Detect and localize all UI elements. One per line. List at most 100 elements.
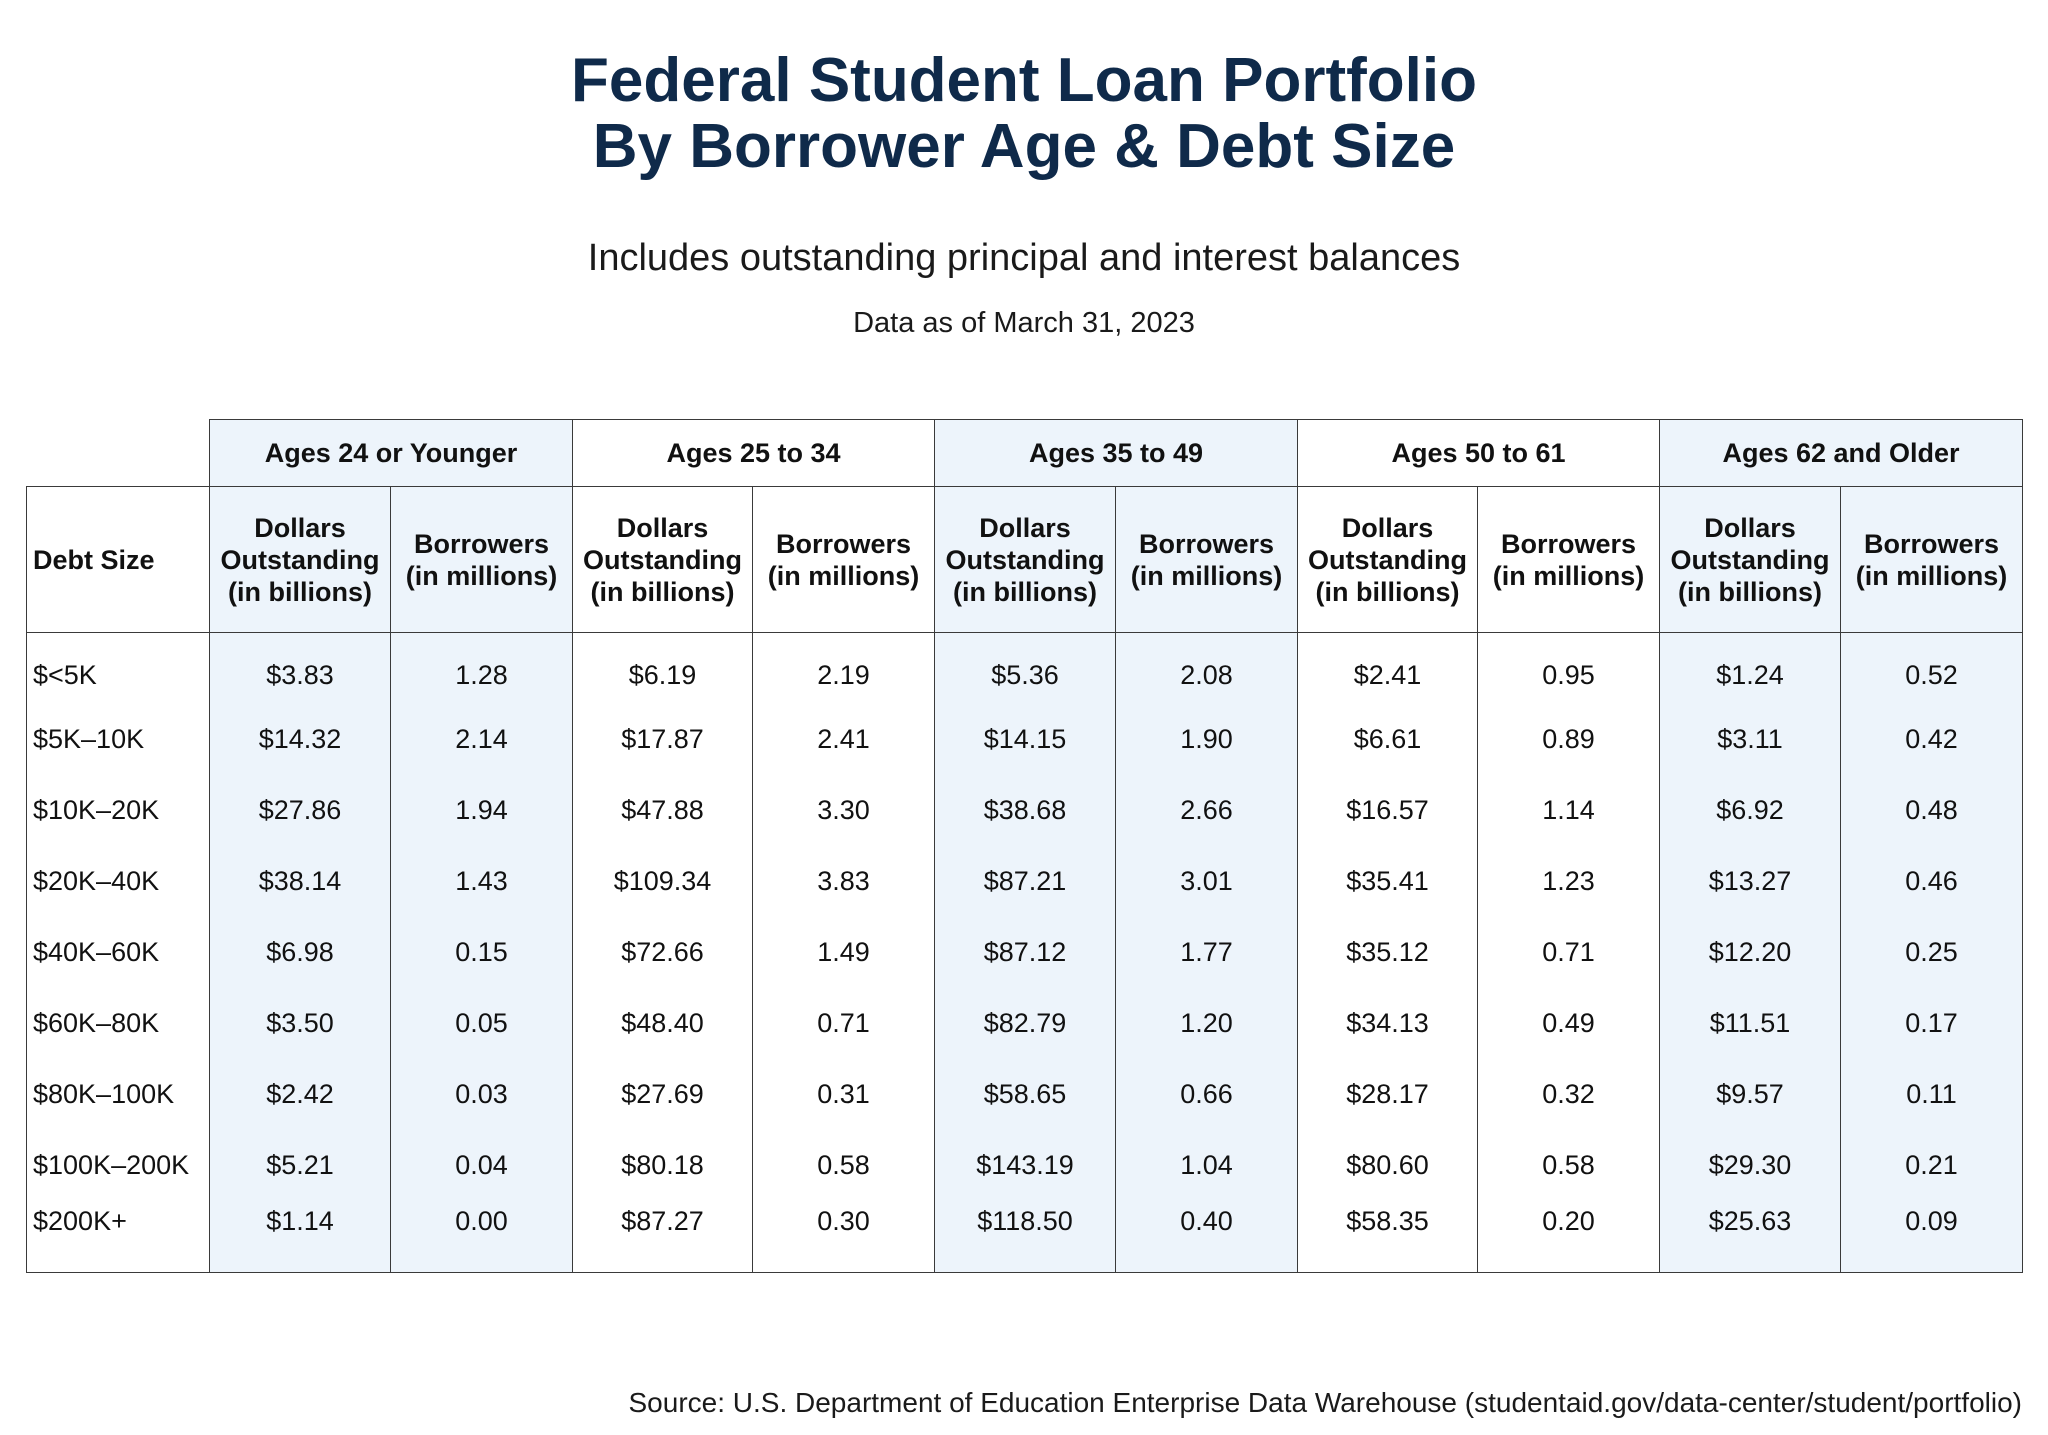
borrowers-cell: 0.48 (1840, 775, 2023, 846)
dollars-cell: $9.57 (1659, 1059, 1841, 1130)
borrowers-header: Borrowers (in millions) (1477, 486, 1660, 633)
borrowers-header: Borrowers (in millions) (390, 486, 573, 633)
dollars-cell: $3.50 (209, 988, 391, 1059)
dollars-cell: $2.42 (209, 1059, 391, 1130)
dollars-cell: $109.34 (572, 846, 753, 917)
dollars-header: Dollars Outstanding (in billions) (934, 486, 1116, 633)
dollars-cell: $11.51 (1659, 988, 1841, 1059)
dollars-cell: $6.19 (572, 632, 753, 704)
dollars-cell: $29.30 (1659, 1130, 1841, 1201)
age-group-header-row: Ages 24 or Younger Ages 25 to 34 Ages 35… (26, 419, 2023, 487)
dollars-cell: $87.27 (572, 1201, 753, 1273)
debt-size-cell: $<5K (26, 632, 210, 704)
borrowers-cell: 0.15 (390, 917, 573, 988)
borrowers-cell: 1.14 (1477, 775, 1660, 846)
table-body: $<5K $3.83 1.28 $6.19 2.19 $5.36 2.08 $2.41 0.95… (26, 632, 2023, 1273)
dollars-cell: $34.13 (1297, 988, 1478, 1059)
borrowers-cell: 2.66 (1115, 775, 1298, 846)
dollars-cell: $48.40 (572, 988, 753, 1059)
borrowers-cell: 0.52 (1840, 632, 2023, 704)
loan-portfolio-table: Ages 24 or Younger Ages 25 to 34 Ages 35… (26, 419, 2023, 1273)
age-group-header: Ages 35 to 49 (934, 419, 1298, 487)
title-line-2: By Borrower Age & Debt Size (592, 112, 1456, 181)
borrowers-cell: 2.08 (1115, 632, 1298, 704)
borrowers-cell: 3.01 (1115, 846, 1298, 917)
dollars-cell: $38.14 (209, 846, 391, 917)
dollars-cell: $25.63 (1659, 1201, 1841, 1273)
dollars-cell: $87.12 (934, 917, 1116, 988)
table-row: $60K–80K $3.50 0.05 $48.40 0.71 $82.79 1.20 $34… (26, 988, 2023, 1059)
table-row: $10K–20K $27.86 1.94 $47.88 3.30 $38.68 2.66 $1… (26, 775, 2023, 846)
borrowers-cell: 1.20 (1115, 988, 1298, 1059)
dollars-header: Dollars Outstanding (in billions) (1659, 486, 1841, 633)
debt-size-cell: $60K–80K (26, 988, 210, 1059)
dollars-cell: $118.50 (934, 1201, 1116, 1273)
borrowers-header: Borrowers (in millions) (752, 486, 935, 633)
sub-header-row: Debt Size Dollars Outstanding (in billions… (26, 486, 2023, 633)
dollars-cell: $5.36 (934, 632, 1116, 704)
dollars-cell: $80.18 (572, 1130, 753, 1201)
borrowers-cell: 2.41 (752, 704, 935, 775)
borrowers-header: Borrowers (in millions) (1840, 486, 2023, 633)
borrowers-cell: 1.04 (1115, 1130, 1298, 1201)
borrowers-cell: 0.42 (1840, 704, 2023, 775)
dollars-cell: $1.14 (209, 1201, 391, 1273)
debt-size-header: Debt Size (26, 486, 210, 633)
table-row: $80K–100K $2.42 0.03 $27.69 0.31 $58.65 0.66 $2… (26, 1059, 2023, 1130)
dollars-cell: $87.21 (934, 846, 1116, 917)
dollars-cell: $82.79 (934, 988, 1116, 1059)
dollars-cell: $35.41 (1297, 846, 1478, 917)
borrowers-cell: 1.49 (752, 917, 935, 988)
borrowers-cell: 0.05 (390, 988, 573, 1059)
borrowers-cell: 0.31 (752, 1059, 935, 1130)
borrowers-cell: 0.58 (1477, 1130, 1660, 1201)
borrowers-cell: 0.30 (752, 1201, 935, 1273)
title-line-1: Federal Student Loan Portfolio (571, 46, 1477, 115)
dollars-cell: $2.41 (1297, 632, 1478, 704)
borrowers-cell: 0.00 (390, 1201, 573, 1273)
age-group-header: Ages 62 and Older (1659, 419, 2023, 487)
borrowers-cell: 0.49 (1477, 988, 1660, 1059)
dollars-cell: $3.83 (209, 632, 391, 704)
data-date: Data as of March 31, 2023 (853, 307, 1195, 339)
borrowers-cell: 0.20 (1477, 1201, 1660, 1273)
borrowers-cell: 1.43 (390, 846, 573, 917)
dollars-cell: $38.68 (934, 775, 1116, 846)
debt-size-cell: $80K–100K (26, 1059, 210, 1130)
borrowers-cell: 0.46 (1840, 846, 2023, 917)
dollars-cell: $1.24 (1659, 632, 1841, 704)
debt-size-cell: $40K–60K (26, 917, 210, 988)
dollars-cell: $58.65 (934, 1059, 1116, 1130)
table-row: $5K–10K $14.32 2.14 $17.87 2.41 $14.15 1.90 $6.… (26, 704, 2023, 775)
dollars-cell: $72.66 (572, 917, 753, 988)
debt-size-cell: $100K–200K (26, 1130, 210, 1201)
age-group-header: Ages 25 to 34 (572, 419, 935, 487)
borrowers-cell: 0.11 (1840, 1059, 2023, 1130)
borrowers-cell: 0.40 (1115, 1201, 1298, 1273)
borrowers-cell: 2.19 (752, 632, 935, 704)
borrowers-cell: 0.95 (1477, 632, 1660, 704)
dollars-cell: $35.12 (1297, 917, 1478, 988)
borrowers-cell: 0.32 (1477, 1059, 1660, 1130)
dollars-cell: $58.35 (1297, 1201, 1478, 1273)
dollars-cell: $12.20 (1659, 917, 1841, 988)
borrowers-cell: 1.23 (1477, 846, 1660, 917)
dollars-header: Dollars Outstanding (in billions) (572, 486, 753, 633)
borrowers-cell: 2.14 (390, 704, 573, 775)
debt-size-cell: $5K–10K (26, 704, 210, 775)
debt-size-cell: $10K–20K (26, 775, 210, 846)
corner-cell (26, 419, 210, 487)
dollars-cell: $6.98 (209, 917, 391, 988)
borrowers-cell: 3.83 (752, 846, 935, 917)
dollars-cell: $28.17 (1297, 1059, 1478, 1130)
borrowers-cell: 1.94 (390, 775, 573, 846)
age-group-header: Ages 50 to 61 (1297, 419, 1660, 487)
table-row: $20K–40K $38.14 1.43 $109.34 3.83 $87.21 3.01 $… (26, 846, 2023, 917)
borrowers-cell: 3.30 (752, 775, 935, 846)
borrowers-cell: 0.66 (1115, 1059, 1298, 1130)
borrowers-cell: 0.17 (1840, 988, 2023, 1059)
borrowers-cell: 1.77 (1115, 917, 1298, 988)
borrowers-cell: 0.04 (390, 1130, 573, 1201)
dollars-cell: $6.61 (1297, 704, 1478, 775)
table-row: $100K–200K $5.21 0.04 $80.18 0.58 $143.19 1.04… (26, 1130, 2023, 1201)
